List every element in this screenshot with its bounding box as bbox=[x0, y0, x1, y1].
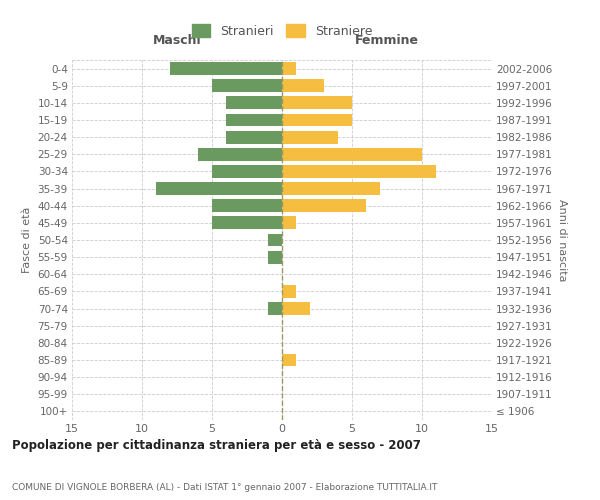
Bar bbox=[226, 96, 282, 110]
Bar bbox=[268, 250, 282, 264]
Bar bbox=[212, 80, 282, 92]
Y-axis label: Fasce di età: Fasce di età bbox=[22, 207, 32, 273]
Text: COMUNE DI VIGNOLE BORBERA (AL) - Dati ISTAT 1° gennaio 2007 - Elaborazione TUTTI: COMUNE DI VIGNOLE BORBERA (AL) - Dati IS… bbox=[12, 484, 437, 492]
Bar bbox=[282, 165, 436, 178]
Bar bbox=[212, 200, 282, 212]
Text: Maschi: Maschi bbox=[152, 34, 202, 48]
Bar bbox=[268, 234, 282, 246]
Text: Popolazione per cittadinanza straniera per età e sesso - 2007: Popolazione per cittadinanza straniera p… bbox=[12, 440, 421, 452]
Bar bbox=[212, 165, 282, 178]
Legend: Stranieri, Straniere: Stranieri, Straniere bbox=[187, 20, 377, 43]
Bar bbox=[268, 302, 282, 315]
Bar bbox=[170, 62, 282, 75]
Text: Femmine: Femmine bbox=[355, 34, 419, 48]
Bar bbox=[282, 148, 422, 160]
Bar bbox=[282, 182, 380, 195]
Bar bbox=[282, 114, 352, 126]
Bar bbox=[156, 182, 282, 195]
Bar bbox=[282, 216, 296, 230]
Bar bbox=[198, 148, 282, 160]
Bar bbox=[226, 130, 282, 143]
Bar bbox=[212, 216, 282, 230]
Bar bbox=[226, 114, 282, 126]
Bar bbox=[282, 285, 296, 298]
Bar bbox=[282, 96, 352, 110]
Bar bbox=[282, 200, 366, 212]
Bar bbox=[282, 302, 310, 315]
Bar bbox=[282, 354, 296, 366]
Y-axis label: Anni di nascita: Anni di nascita bbox=[557, 198, 567, 281]
Bar bbox=[282, 130, 338, 143]
Bar bbox=[282, 62, 296, 75]
Bar bbox=[282, 80, 324, 92]
